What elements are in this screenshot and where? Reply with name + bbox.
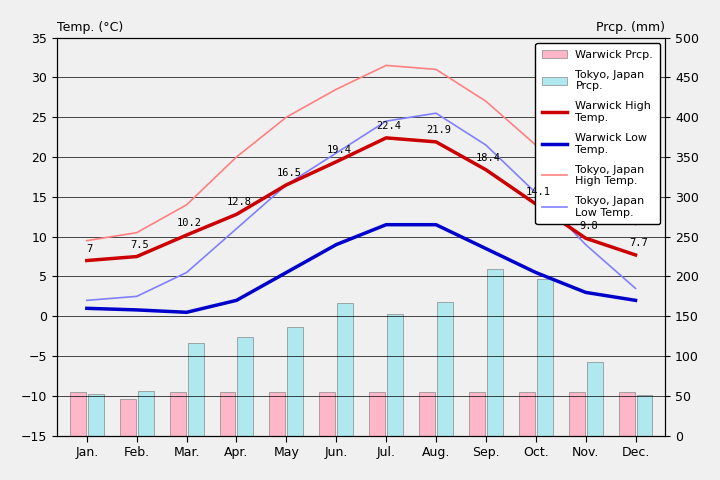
Bar	[269, 392, 285, 436]
Bar	[70, 392, 86, 436]
Bar	[636, 395, 652, 436]
Bar	[120, 399, 136, 436]
Bar	[536, 279, 553, 436]
Text: 16.5: 16.5	[276, 168, 302, 178]
Bar	[519, 392, 535, 436]
Bar	[88, 395, 104, 436]
Bar	[487, 269, 503, 436]
Text: 7: 7	[86, 243, 93, 253]
Bar	[220, 392, 235, 436]
Bar	[387, 314, 403, 436]
Bar	[419, 392, 435, 436]
Bar	[369, 392, 385, 436]
Text: Temp. (°C): Temp. (°C)	[57, 21, 123, 34]
Bar	[188, 343, 204, 436]
Text: 19.4: 19.4	[327, 145, 351, 155]
Text: Prcp. (mm): Prcp. (mm)	[596, 21, 665, 34]
Text: 7.5: 7.5	[130, 240, 149, 250]
Text: 10.2: 10.2	[177, 218, 202, 228]
Text: 7.7: 7.7	[629, 238, 648, 248]
Text: 22.4: 22.4	[377, 121, 402, 131]
Text: 21.9: 21.9	[426, 125, 451, 135]
Bar	[469, 392, 485, 436]
Bar	[170, 392, 186, 436]
Bar	[238, 337, 253, 436]
Bar	[618, 392, 634, 436]
Text: 9.8: 9.8	[579, 221, 598, 231]
Legend: Warwick Prcp., Tokyo, Japan
Prcp., Warwick High
Temp., Warwick Low
Temp., Tokyo,: Warwick Prcp., Tokyo, Japan Prcp., Warwi…	[536, 43, 660, 225]
Bar	[437, 302, 453, 436]
Text: 18.4: 18.4	[476, 153, 501, 163]
Bar	[337, 303, 354, 436]
Bar	[287, 326, 303, 436]
Bar	[587, 362, 603, 436]
Text: 12.8: 12.8	[227, 197, 252, 207]
Bar	[138, 391, 153, 436]
Bar	[569, 392, 585, 436]
Bar	[319, 392, 336, 436]
Text: 14.1: 14.1	[526, 187, 551, 197]
